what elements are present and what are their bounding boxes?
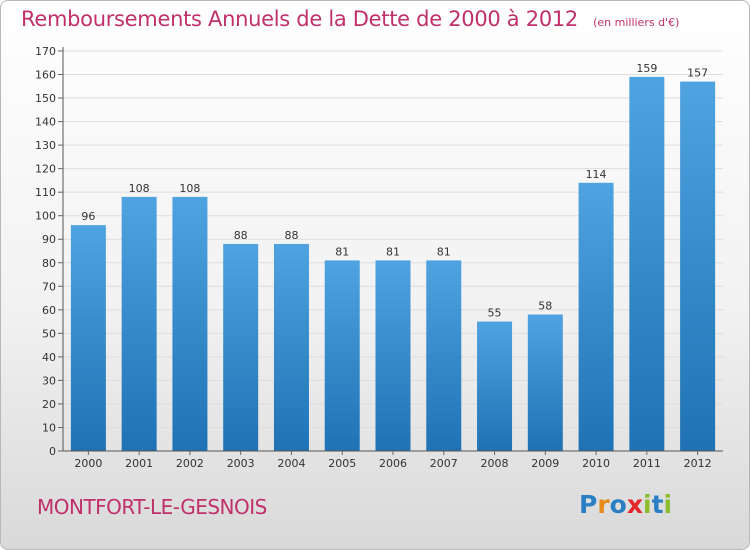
axes	[62, 47, 723, 455]
x-tick-label: 2004	[277, 457, 305, 470]
y-tick-label: 50	[42, 327, 56, 340]
y-tick-labels: 0 10 20 30 40 50 60 70 80 90 100 110 120 130 140 150 160…	[35, 45, 56, 458]
title-line: Remboursements Annuels de la Dette de 20…	[21, 7, 679, 31]
logo-letter: x	[626, 490, 643, 519]
y-tick-label: 60	[42, 304, 56, 317]
data-label: 96	[81, 210, 95, 223]
proxiti-logo: Proxiti	[579, 490, 672, 519]
bar-2006	[375, 260, 411, 451]
data-label: 88	[284, 229, 298, 242]
y-tick-label: 130	[35, 139, 56, 152]
data-label: 55	[488, 307, 502, 320]
data-label: 114	[586, 168, 607, 181]
bar-2000	[70, 225, 106, 451]
x-tick-label: 2006	[379, 457, 407, 470]
x-tick-label: 2010	[582, 457, 610, 470]
bars	[70, 76, 716, 452]
x-tick-label: 2012	[684, 457, 712, 470]
x-tick-label: 2000	[74, 457, 102, 470]
x-tick-label: 2001	[125, 457, 153, 470]
data-label: 81	[335, 245, 349, 258]
bar-2002	[172, 196, 208, 451]
data-label: 81	[386, 245, 400, 258]
x-tick-label: 2009	[531, 457, 559, 470]
x-tick-labels: 2000 2001 2002 2003 2004 2005 2006 2007 2008 2009…	[74, 457, 711, 470]
y-tick-label: 70	[42, 280, 56, 293]
x-tick-label: 2005	[328, 457, 356, 470]
y-tick-label: 120	[35, 163, 56, 176]
y-tick-label: 100	[35, 210, 56, 223]
bar-2003	[223, 243, 259, 451]
data-label: 88	[234, 229, 248, 242]
bar-2011	[629, 76, 665, 451]
y-tick-label: 110	[35, 186, 56, 199]
bar-2009	[527, 314, 563, 451]
data-labels: 96 108 108 88 88 81 81 81 55 58 114 159 157	[81, 62, 708, 320]
y-tick-label: 140	[35, 116, 56, 129]
x-tick-label: 2008	[481, 457, 509, 470]
y-tick-label: 170	[35, 45, 56, 58]
logo-letter: i	[643, 490, 652, 519]
y-tick-label: 20	[42, 398, 56, 411]
x-tick-label: 2011	[633, 457, 661, 470]
y-tick-label: 90	[42, 233, 56, 246]
logo-letter: t	[651, 490, 664, 519]
bar-2005	[324, 260, 360, 451]
data-label: 159	[636, 62, 657, 75]
y-tick-label: 40	[42, 351, 56, 364]
logo-letter: o	[609, 490, 627, 519]
x-tick-label: 2002	[176, 457, 204, 470]
y-tick-label: 30	[42, 374, 56, 387]
bar-2012	[680, 81, 716, 452]
y-tick-label: 150	[35, 92, 56, 105]
bar-2007	[426, 260, 462, 451]
logo-letter: i	[663, 490, 673, 519]
bar-2008	[477, 321, 513, 451]
data-label: 58	[538, 300, 552, 313]
data-label: 81	[437, 245, 451, 258]
logo-letter: r	[597, 490, 610, 519]
data-label: 157	[687, 67, 708, 80]
y-tick-label: 0	[49, 445, 56, 458]
data-label: 108	[129, 182, 150, 195]
chart-title: Remboursements Annuels de la Dette de 20…	[21, 7, 578, 31]
data-label: 108	[179, 182, 200, 195]
bar-2001	[121, 196, 157, 451]
bar-2010	[578, 182, 614, 451]
y-tick-label: 10	[42, 421, 56, 434]
y-tick-label: 80	[42, 257, 56, 270]
x-tick-label: 2003	[227, 457, 255, 470]
logo-letter: P	[579, 490, 598, 519]
y-tick-label: 160	[35, 69, 56, 82]
bar-2004	[273, 243, 309, 451]
x-tick-label: 2007	[430, 457, 458, 470]
commune-name: MONTFORT-LE-GESNOIS	[37, 495, 267, 519]
chart-unit: (en milliers d'€)	[593, 16, 680, 29]
